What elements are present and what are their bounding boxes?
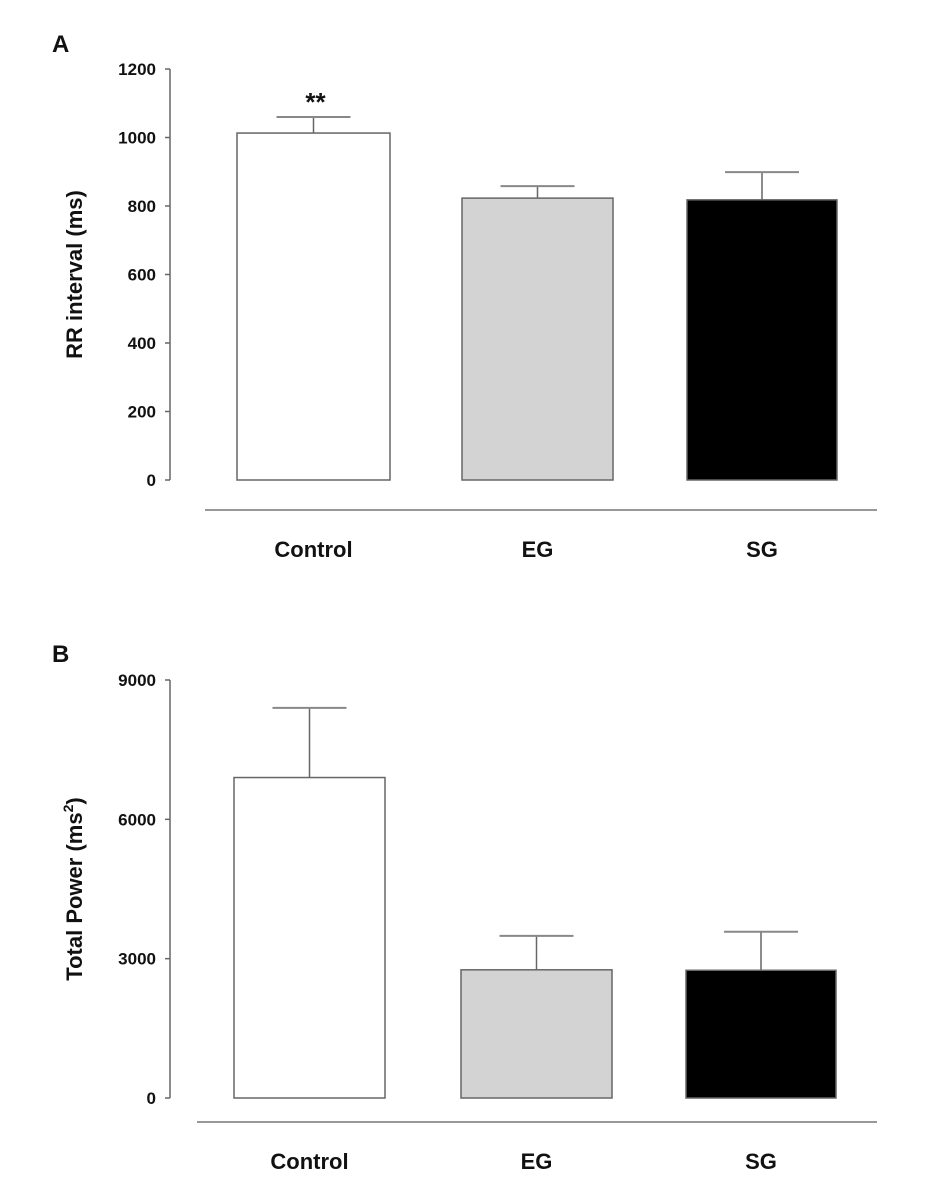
y-axis-label: Total Power (ms2) bbox=[60, 797, 87, 980]
chart-panel-B: B 0 3000 6000 9000 Total Power (ms2) Control EG… bbox=[52, 641, 877, 1174]
y-axis-label-text: RR interval (ms) bbox=[62, 190, 87, 359]
y-tick-label: 3000 bbox=[118, 950, 156, 969]
x-tick-label: EG bbox=[521, 1149, 553, 1174]
y-tick-label: 1200 bbox=[118, 60, 156, 79]
panel-label: A bbox=[52, 31, 69, 58]
y-tick-label: 9000 bbox=[118, 671, 156, 690]
y-tick-label: 0 bbox=[147, 1089, 156, 1108]
bar-control bbox=[236, 132, 391, 481]
y-axis-label-text: Total Power (ms bbox=[62, 812, 87, 980]
chart-panel-A: A 0 200 400 600 800 1000 1200 RR interval (ms) Co… bbox=[52, 31, 877, 562]
y-axis-label-suffix: ) bbox=[62, 797, 87, 804]
y-tick-label: 600 bbox=[128, 266, 156, 285]
x-tick-label: SG bbox=[745, 1149, 777, 1174]
x-tick-label: Control bbox=[270, 1149, 348, 1174]
x-tick-label: Control bbox=[274, 537, 352, 562]
x-tick-label: EG bbox=[522, 537, 554, 562]
y-tick-label: 800 bbox=[128, 197, 156, 216]
panel-label: B bbox=[52, 641, 69, 668]
significance-annotation: ** bbox=[305, 87, 326, 117]
bar-sg bbox=[686, 199, 838, 481]
y-tick-label: 0 bbox=[147, 471, 156, 490]
y-tick-label: 400 bbox=[128, 334, 156, 353]
y-axis-label-superscript: 2 bbox=[60, 804, 76, 812]
y-tick-label: 1000 bbox=[118, 129, 156, 148]
y-tick-label: 6000 bbox=[118, 810, 156, 829]
y-tick-label: 200 bbox=[128, 403, 156, 422]
bar-control bbox=[233, 776, 386, 1099]
bar-eg bbox=[460, 969, 613, 1099]
y-axis-label: RR interval (ms) bbox=[62, 190, 87, 359]
bar-sg bbox=[685, 969, 837, 1099]
x-tick-label: SG bbox=[746, 537, 778, 562]
bar-eg bbox=[461, 197, 614, 481]
